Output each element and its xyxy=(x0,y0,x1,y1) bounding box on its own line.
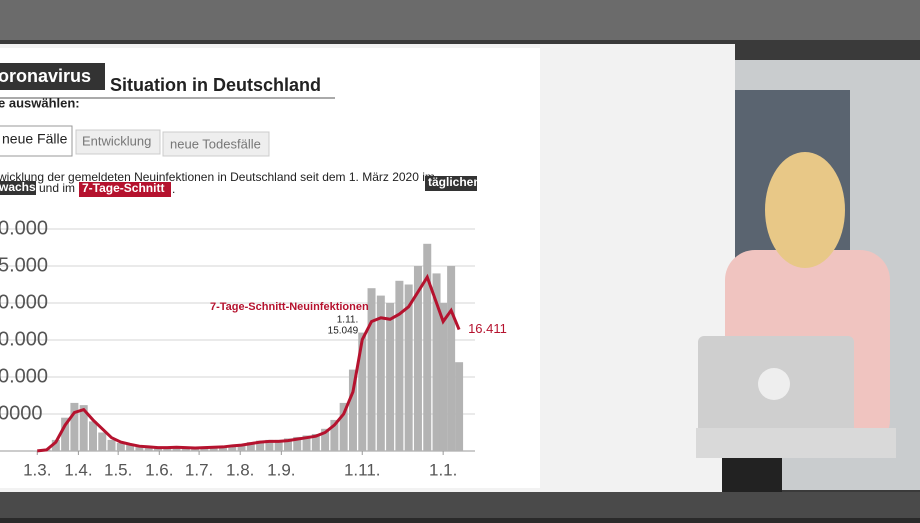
laptop-logo xyxy=(758,368,790,400)
bar xyxy=(108,440,116,451)
y-tick-label: 0.000 xyxy=(0,365,48,387)
highlight: 7-Tage-Schnitt xyxy=(82,181,164,195)
bar xyxy=(395,281,403,451)
x-tick-label: 1.7. xyxy=(185,460,213,479)
y-tick-label: 0.000 xyxy=(0,217,48,239)
description: . xyxy=(172,182,175,196)
y-tick-label: 5.000 xyxy=(0,254,48,276)
x-tick-label: 1.5. xyxy=(104,460,132,479)
description: und im xyxy=(39,181,75,195)
x-tick-label: 1.4. xyxy=(64,460,92,479)
bar xyxy=(368,288,376,451)
x-tick-label: 1.11. xyxy=(344,460,381,479)
annotation: 16.411 xyxy=(468,321,507,336)
bar xyxy=(98,433,106,452)
annotation: 7-Tage-Schnitt-Neuinfektionen xyxy=(210,301,369,313)
y-tick-label: 0.000 xyxy=(0,291,48,313)
floor xyxy=(0,492,920,518)
bar xyxy=(439,303,447,451)
prompt: e auswählen: xyxy=(0,95,80,110)
title-box-text: oronavirus xyxy=(0,66,91,86)
highlight: täglichen xyxy=(428,175,481,189)
y-tick-label: 0000 xyxy=(0,402,43,424)
bar xyxy=(447,266,455,451)
annotation: 1.11. xyxy=(337,315,359,326)
presenter-head xyxy=(765,152,845,268)
tab[interactable]: Entwicklung xyxy=(82,133,151,148)
x-tick-label: 1.3. xyxy=(23,460,51,479)
y-tick-label: 0.000 xyxy=(0,328,48,350)
bar xyxy=(455,362,463,451)
highlight: wachs xyxy=(0,180,36,194)
tab[interactable]: neue Todesfälle xyxy=(170,136,261,151)
x-tick-label: 1.8. xyxy=(226,460,254,479)
annotation: 15.049 xyxy=(328,326,359,337)
tab[interactable]: neue Fälle xyxy=(2,131,68,147)
desk xyxy=(696,428,896,458)
title: Situation in Deutschland xyxy=(110,75,321,95)
x-tick-label: 1.6. xyxy=(145,460,173,479)
bar xyxy=(89,421,97,451)
x-tick-label: 1.9. xyxy=(267,460,295,479)
ceiling xyxy=(0,0,920,40)
x-tick-label: 1.1. xyxy=(429,460,457,479)
bar xyxy=(386,303,394,451)
